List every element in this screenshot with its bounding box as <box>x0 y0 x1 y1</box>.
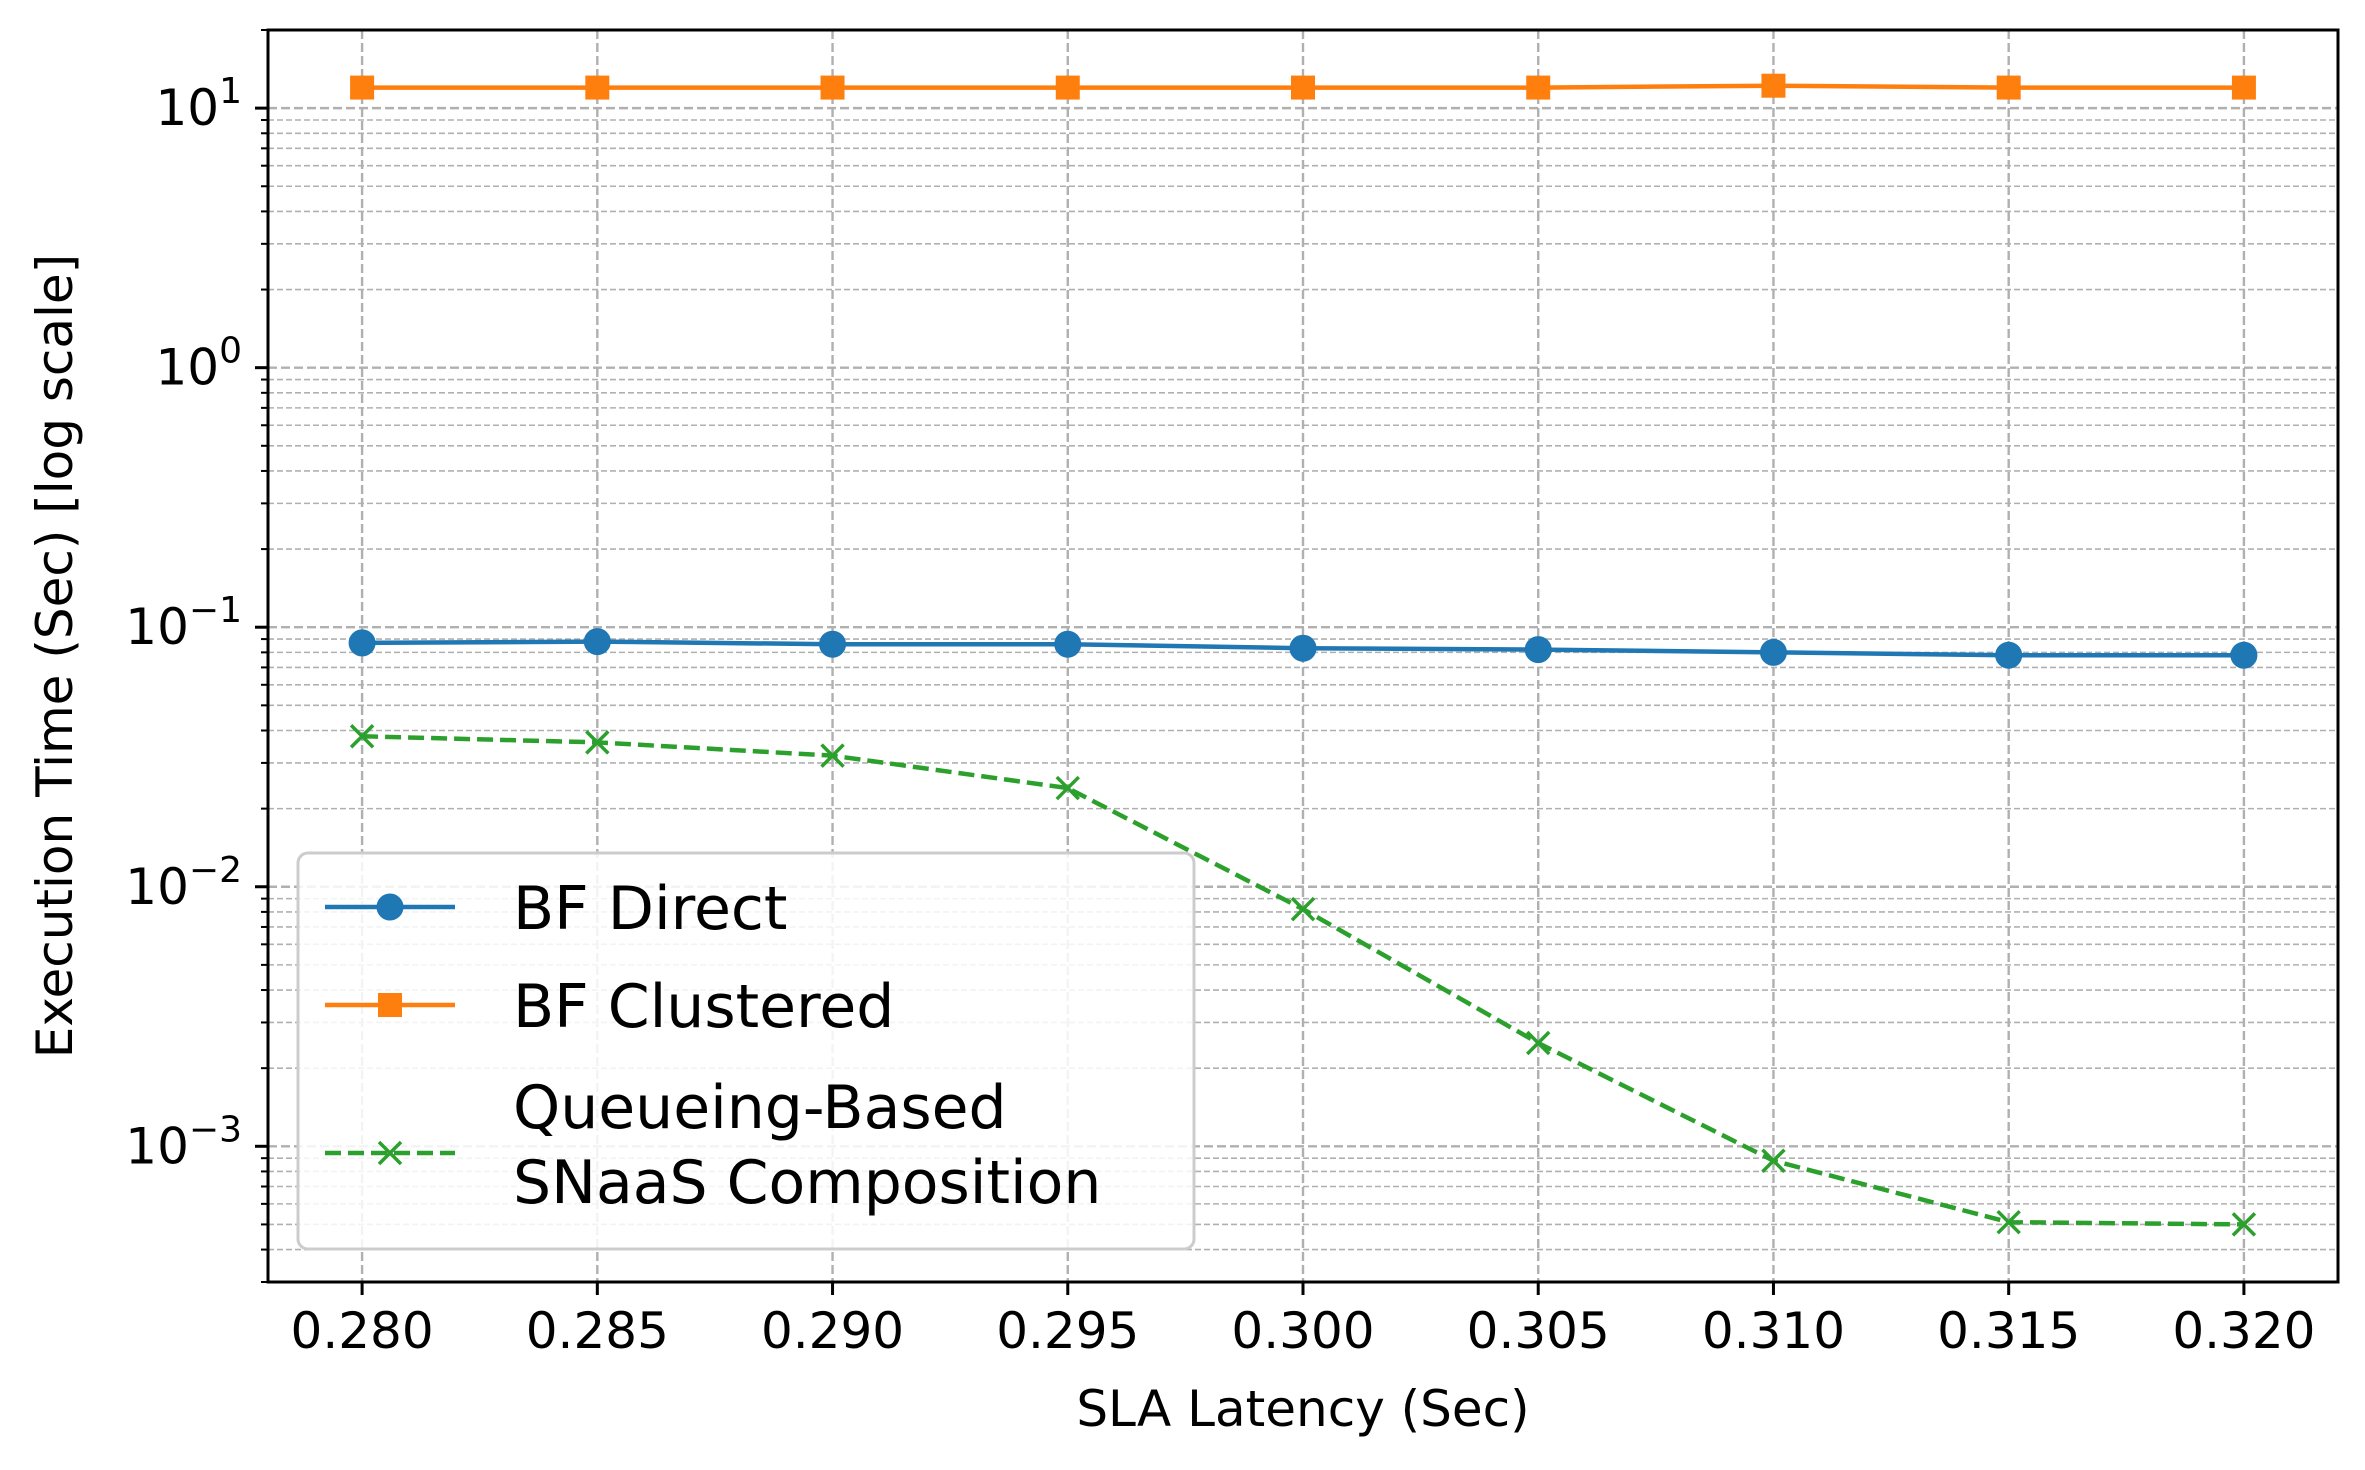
y-tick-label: 101 <box>155 71 242 137</box>
y-axis: 101 100 10−1 10−2 10−3 <box>125 30 268 1282</box>
data-point <box>1761 74 1785 98</box>
y-tick-label: 100 <box>155 331 242 397</box>
data-point <box>585 76 609 100</box>
data-point <box>2232 76 2256 100</box>
y-tick-label: 10−2 <box>125 850 242 916</box>
legend-label: SNaaS Composition <box>513 1148 1101 1218</box>
x-tick-label: 0.320 <box>2172 1302 2315 1360</box>
data-point <box>1760 639 1786 665</box>
x-tick-label: 0.285 <box>526 1302 669 1360</box>
data-point <box>1997 76 2021 100</box>
x-axis-label: SLA Latency (Sec) <box>1076 1380 1529 1438</box>
data-point <box>1996 642 2022 668</box>
legend-label: Queueing-Based <box>513 1073 1007 1143</box>
data-point <box>1525 637 1551 663</box>
y-tick-label: 10−3 <box>125 1109 242 1175</box>
legend-marker <box>377 894 403 920</box>
data-point <box>2231 642 2257 668</box>
x-tick-label: 0.315 <box>1937 1302 2080 1360</box>
x-tick-label: 0.300 <box>1231 1302 1374 1360</box>
data-point <box>350 76 374 100</box>
data-point <box>349 630 375 656</box>
data-point <box>1056 76 1080 100</box>
y-axis-label: Execution Time (Sec) [log scale] <box>26 254 84 1058</box>
legend-label: BF Clustered <box>513 972 894 1042</box>
x-tick-label: 0.280 <box>291 1302 434 1360</box>
data-point <box>820 631 846 657</box>
data-point <box>1290 635 1316 661</box>
legend: BF Direct BF Clustered Queueing-BasedSNaaS… <box>298 853 1194 1249</box>
data-point <box>1526 76 1550 100</box>
x-axis: 0.280 0.285 0.290 0.295 0.300 0.305 0.310 0.315… <box>291 1282 2316 1360</box>
data-point <box>1291 76 1315 100</box>
x-tick-label: 0.310 <box>1702 1302 1845 1360</box>
data-point <box>821 76 845 100</box>
y-tick-label: 10−1 <box>125 590 242 656</box>
legend-label: BF Direct <box>513 874 787 944</box>
data-point <box>1055 631 1081 657</box>
legend-marker <box>378 993 402 1017</box>
x-tick-label: 0.290 <box>761 1302 904 1360</box>
data-point <box>584 629 610 655</box>
x-tick-label: 0.295 <box>996 1302 1139 1360</box>
x-tick-label: 0.305 <box>1467 1302 1610 1360</box>
